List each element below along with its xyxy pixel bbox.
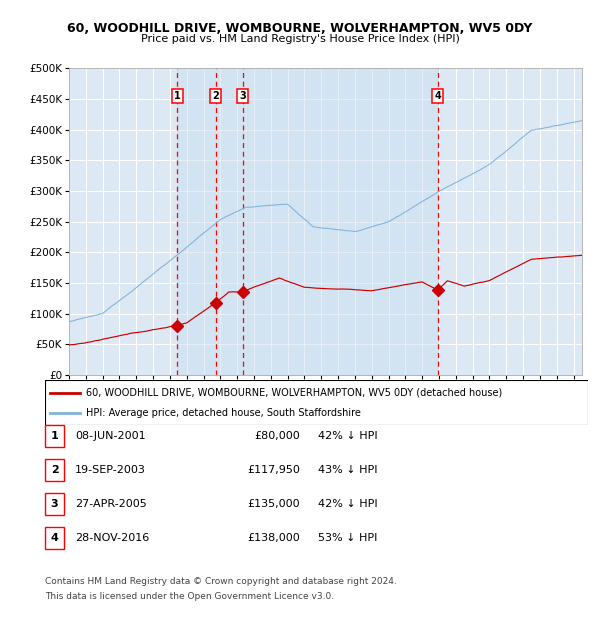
Text: £138,000: £138,000 bbox=[247, 533, 300, 543]
Text: 28-NOV-2016: 28-NOV-2016 bbox=[75, 533, 149, 543]
Text: 3: 3 bbox=[239, 91, 246, 101]
Text: 60, WOODHILL DRIVE, WOMBOURNE, WOLVERHAMPTON, WV5 0DY: 60, WOODHILL DRIVE, WOMBOURNE, WOLVERHAM… bbox=[67, 22, 533, 35]
Bar bbox=[178, 68, 437, 375]
Text: 08-JUN-2001: 08-JUN-2001 bbox=[75, 431, 146, 441]
Text: Contains HM Land Registry data © Crown copyright and database right 2024.: Contains HM Land Registry data © Crown c… bbox=[45, 577, 397, 586]
Text: £117,950: £117,950 bbox=[247, 465, 300, 475]
Text: 43% ↓ HPI: 43% ↓ HPI bbox=[318, 465, 377, 475]
Text: Price paid vs. HM Land Registry's House Price Index (HPI): Price paid vs. HM Land Registry's House … bbox=[140, 34, 460, 44]
Text: 42% ↓ HPI: 42% ↓ HPI bbox=[318, 499, 377, 509]
Text: £135,000: £135,000 bbox=[247, 499, 300, 509]
Text: 1: 1 bbox=[51, 431, 58, 441]
Text: 27-APR-2005: 27-APR-2005 bbox=[75, 499, 147, 509]
Text: 60, WOODHILL DRIVE, WOMBOURNE, WOLVERHAMPTON, WV5 0DY (detached house): 60, WOODHILL DRIVE, WOMBOURNE, WOLVERHAM… bbox=[86, 388, 502, 397]
Text: 2: 2 bbox=[212, 91, 219, 101]
Text: 1: 1 bbox=[174, 91, 181, 101]
Text: This data is licensed under the Open Government Licence v3.0.: This data is licensed under the Open Gov… bbox=[45, 592, 334, 601]
FancyBboxPatch shape bbox=[45, 380, 588, 425]
Text: 53% ↓ HPI: 53% ↓ HPI bbox=[318, 533, 377, 543]
Text: HPI: Average price, detached house, South Staffordshire: HPI: Average price, detached house, Sout… bbox=[86, 408, 361, 418]
Text: 2: 2 bbox=[51, 465, 58, 475]
Text: 19-SEP-2003: 19-SEP-2003 bbox=[75, 465, 146, 475]
Text: 4: 4 bbox=[434, 91, 441, 101]
Text: 3: 3 bbox=[51, 499, 58, 509]
Text: 4: 4 bbox=[50, 533, 59, 543]
Text: 42% ↓ HPI: 42% ↓ HPI bbox=[318, 431, 377, 441]
Text: £80,000: £80,000 bbox=[254, 431, 300, 441]
